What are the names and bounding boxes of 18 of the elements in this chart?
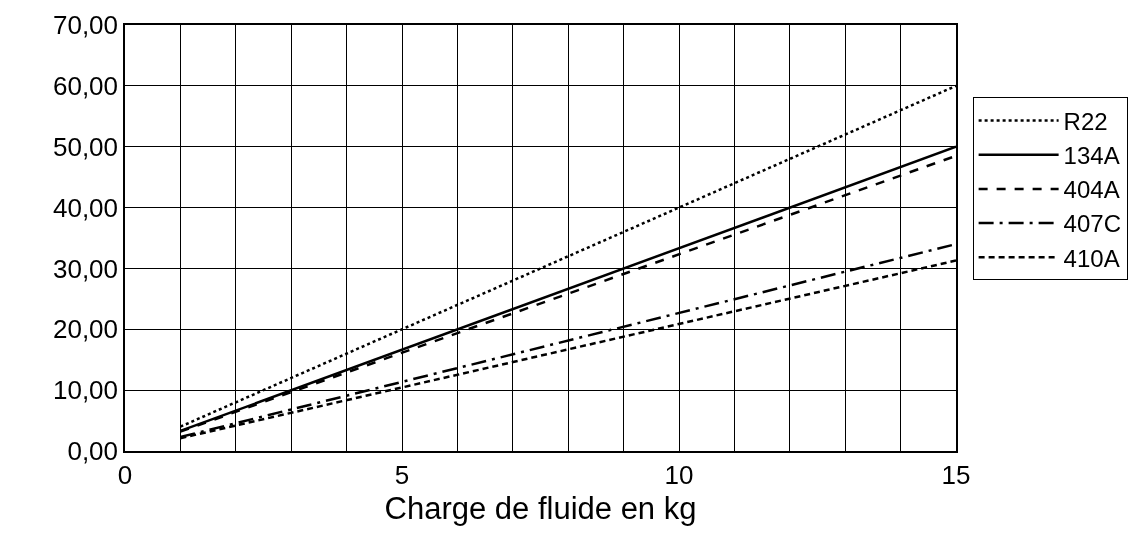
x-axis-title: Charge de fluide en kg: [384, 490, 697, 526]
legend-label: 407C: [1063, 210, 1121, 238]
legend-label: 134A: [1063, 142, 1120, 170]
legend-label: R22: [1063, 107, 1108, 135]
x-tick-label: 10: [664, 459, 694, 490]
y-tick-label: 10,00: [52, 375, 119, 406]
x-tick-label: 0: [117, 459, 133, 490]
y-tick-label: 40,00: [52, 192, 119, 223]
y-tick-label: 50,00: [52, 131, 119, 162]
y-tick-label: 20,00: [52, 314, 119, 345]
x-tick-label: 5: [394, 459, 410, 490]
legend-label: 404A: [1063, 176, 1120, 204]
y-tick-label: 30,00: [52, 253, 119, 284]
y-tick-label: 70,00: [52, 10, 119, 41]
x-tick-label: 15: [941, 459, 971, 490]
y-tick-label: 60,00: [52, 70, 119, 101]
legend-label: 410A: [1063, 244, 1120, 272]
y-tick-label: 0,00: [67, 436, 119, 467]
